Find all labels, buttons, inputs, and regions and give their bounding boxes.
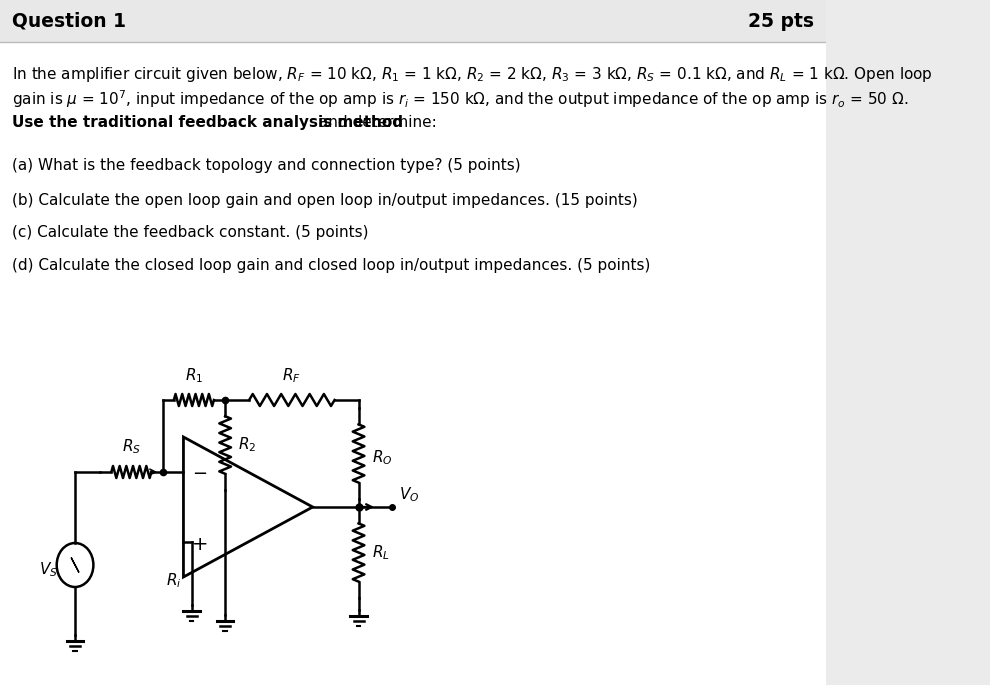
Text: $R_1$: $R_1$	[185, 366, 203, 385]
Text: Question 1: Question 1	[12, 12, 126, 31]
Text: +: +	[192, 534, 208, 553]
Text: (c) Calculate the feedback constant. (5 points): (c) Calculate the feedback constant. (5 …	[12, 225, 368, 240]
Text: (a) What is the feedback topology and connection type? (5 points): (a) What is the feedback topology and co…	[12, 158, 521, 173]
Text: Use the traditional feedback analysis method: Use the traditional feedback analysis me…	[12, 114, 403, 129]
Text: $V_O$: $V_O$	[399, 486, 419, 504]
Text: (b) Calculate the open loop gain and open loop in/output impedances. (15 points): (b) Calculate the open loop gain and ope…	[12, 192, 638, 208]
Text: gain is $\mu$ = 10$^7$, input impedance of the op amp is $r_i$ = 150 k$\Omega$, : gain is $\mu$ = 10$^7$, input impedance …	[12, 88, 910, 110]
Text: $R_L$: $R_L$	[372, 543, 390, 562]
Bar	[0, 0, 826, 42]
Text: In the amplifier circuit given below, $R_F$ = 10 k$\Omega$, $R_1$ = 1 k$\Omega$,: In the amplifier circuit given below, $R…	[12, 64, 933, 84]
Text: $R_F$: $R_F$	[282, 366, 301, 385]
Text: and determine:: and determine:	[314, 114, 437, 129]
Text: $R_O$: $R_O$	[372, 448, 392, 467]
Text: $V_S$: $V_S$	[39, 560, 57, 580]
Text: −: −	[193, 465, 208, 483]
Text: 25 pts: 25 pts	[747, 12, 814, 31]
Text: $R_2$: $R_2$	[239, 436, 256, 454]
Text: (d) Calculate the closed loop gain and closed loop in/output impedances. (5 poin: (d) Calculate the closed loop gain and c…	[12, 258, 650, 273]
Text: $R_i$: $R_i$	[165, 572, 181, 590]
Text: $R_S$: $R_S$	[122, 437, 141, 456]
